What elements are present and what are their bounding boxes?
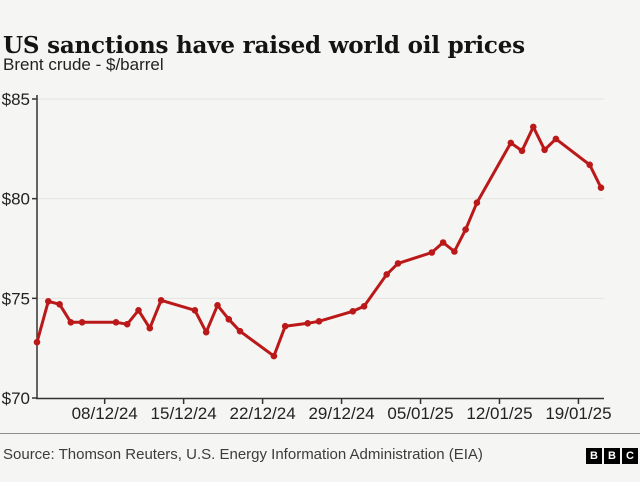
data-point-dot bbox=[597, 184, 605, 191]
data-point-dot bbox=[281, 322, 289, 330]
x-tick-label: 22/12/24 bbox=[230, 404, 296, 423]
data-point-dot bbox=[439, 239, 447, 246]
data-point-dot bbox=[473, 199, 481, 206]
data-point-dot bbox=[349, 308, 357, 315]
x-tick-label: 19/01/25 bbox=[545, 404, 611, 423]
data-point-dot bbox=[78, 319, 86, 326]
data-point-dot bbox=[394, 260, 402, 267]
chart-subtitle: Brent crude - $/barrel bbox=[3, 55, 164, 74]
x-tick-label: 12/01/25 bbox=[466, 404, 532, 423]
data-point-dot bbox=[383, 271, 391, 278]
data-point-dot bbox=[225, 316, 233, 323]
x-tick-label: 29/12/24 bbox=[308, 404, 374, 423]
x-tick-label: 05/01/25 bbox=[387, 404, 453, 423]
chart-title: US sanctions have raised world oil price… bbox=[3, 32, 525, 60]
data-point-dot bbox=[270, 352, 278, 360]
data-point-dot bbox=[45, 298, 52, 305]
data-point-dot bbox=[214, 302, 221, 309]
y-tick-label: $75 bbox=[2, 289, 30, 308]
data-point-dot bbox=[462, 226, 469, 233]
data-point-dot bbox=[586, 161, 593, 169]
data-point-dot bbox=[135, 307, 142, 314]
data-point-dot bbox=[236, 327, 244, 335]
x-tick-label: 08/12/24 bbox=[72, 404, 138, 423]
data-point-dot bbox=[518, 147, 526, 155]
data-point-dot bbox=[541, 146, 548, 154]
y-tick-label: $70 bbox=[2, 389, 30, 408]
source-attribution: Source: Thomson Reuters, U.S. Energy Inf… bbox=[3, 446, 483, 463]
data-point-dot bbox=[157, 297, 165, 304]
data-point-dot bbox=[530, 123, 537, 131]
data-point-dot bbox=[202, 328, 210, 336]
data-point-dot bbox=[304, 320, 312, 327]
bbc-logo-letter: B bbox=[586, 448, 602, 464]
y-tick-label: $85 bbox=[2, 90, 30, 109]
data-point-dot bbox=[123, 320, 131, 328]
data-point-dot bbox=[552, 135, 560, 143]
data-point-dot bbox=[360, 303, 368, 310]
data-point-dot bbox=[112, 319, 120, 326]
data-point-dot bbox=[428, 249, 436, 256]
y-tick-label: $80 bbox=[2, 190, 30, 209]
data-point-dot bbox=[315, 318, 323, 325]
bbc-logo-letter: B bbox=[604, 448, 620, 464]
oil-price-line-chart: $70 $75 $80 $85 08/12/24 15/12/24 22/12/24 29/1… bbox=[2, 90, 612, 423]
data-point-dot bbox=[33, 338, 41, 346]
bbc-logo-letter: C bbox=[622, 448, 638, 464]
data-point-dot bbox=[146, 324, 154, 332]
data-point-dot bbox=[451, 248, 458, 255]
data-point-dot bbox=[56, 301, 63, 308]
footer-divider bbox=[0, 433, 640, 434]
data-point-dot bbox=[67, 319, 75, 326]
x-tick-label: 15/12/24 bbox=[151, 404, 217, 423]
data-point-dot bbox=[191, 307, 199, 314]
bbc-logo: B B C bbox=[586, 448, 638, 464]
data-point-dot bbox=[507, 139, 515, 147]
